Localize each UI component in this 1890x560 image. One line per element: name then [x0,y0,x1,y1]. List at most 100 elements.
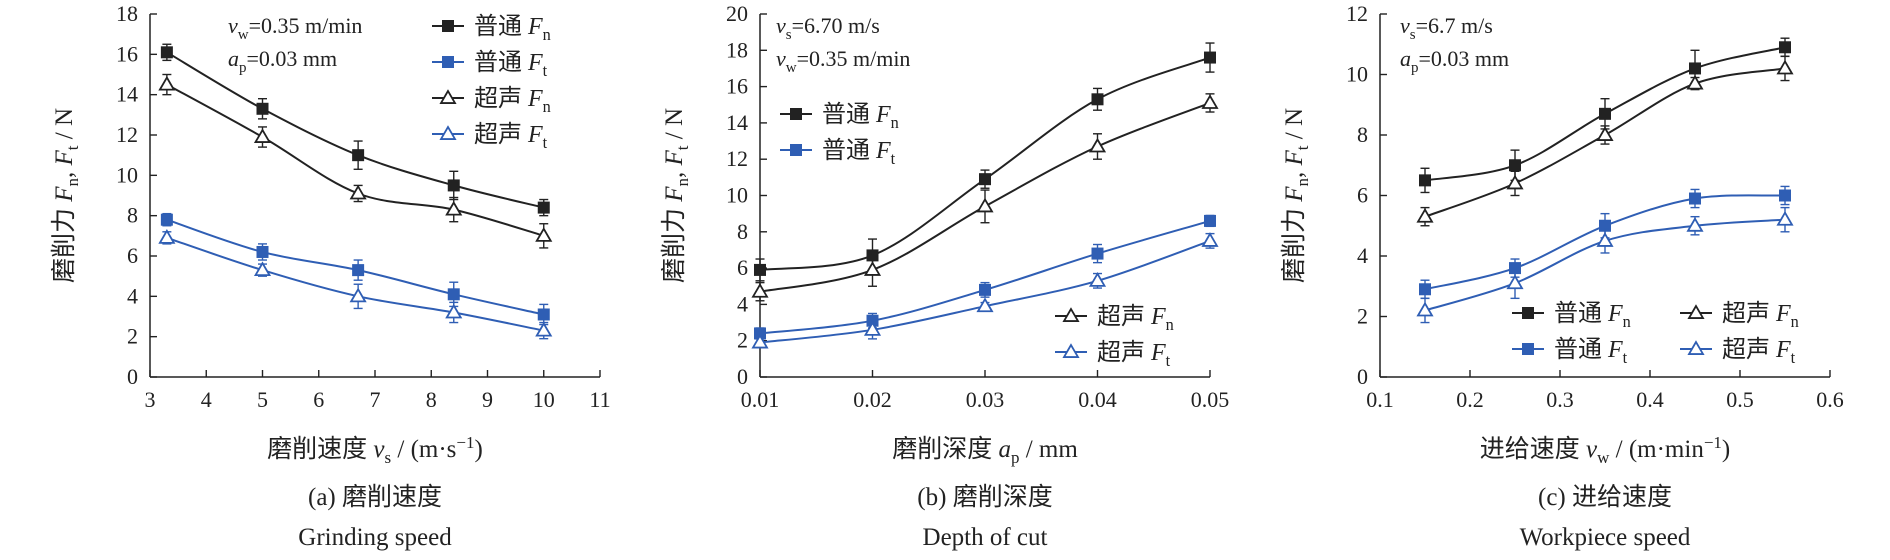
data-point [445,200,463,216]
data-point [1689,62,1701,75]
y-tick-label: 6 [737,255,748,280]
data-point [1088,137,1107,153]
series-2 [1416,55,1794,227]
data-point [754,263,766,276]
legend: 普通 Fn 普通 Ft [1512,300,1631,367]
data-point [1776,59,1794,75]
y-tick-label: 12 [116,122,138,147]
data-point [1686,74,1704,90]
legend-label: 普通 Ft [1554,336,1628,367]
y-tick-label: 20 [726,1,748,26]
y-tick-label: 6 [127,243,138,268]
x-tick-label: 8 [426,387,437,412]
y-tick-label: 8 [127,203,138,228]
condition-annotation: vs=6.70 m/s [776,13,880,43]
data-point [160,213,173,226]
data-point [1204,51,1216,64]
y-tick-label: 8 [737,219,748,244]
y-axis-label: 磨削力 Fn, Ft / N [50,108,82,283]
data-point [1599,107,1611,120]
legend-marker [439,89,457,104]
series-3 [751,232,1219,349]
y-tick-label: 14 [726,110,748,135]
data-point [976,297,994,313]
data-point [447,288,460,301]
data-point [1088,272,1107,287]
data-point [158,75,176,91]
data-point [1506,274,1524,290]
data-point [537,201,550,214]
chart-panel-b: 0 2 4 6 8 10 12 14 16 18 20 0.01 0.02 0.03 0.04 0.05 磨削深… [660,1,1229,551]
x-tick-label: 0.04 [1078,387,1117,412]
data-point [537,308,550,321]
y-tick-label: 0 [127,364,138,389]
panel-caption-en: Grinding speed [298,524,452,551]
data-point [1416,207,1434,223]
data-point [751,333,769,349]
x-tick-label: 4 [201,387,212,412]
data-point [1091,247,1104,260]
y-tick-label: 4 [737,291,748,316]
data-point [256,102,269,115]
series-0 [160,43,550,217]
data-point [1686,216,1704,232]
data-point [1596,126,1614,141]
y-tick-label: 16 [116,41,138,66]
condition-annotation: ap=0.03 mm [1400,46,1509,76]
data-point [1509,159,1521,172]
y-tick-label: 14 [116,82,138,107]
legend-marker [1687,304,1705,319]
series-3 [158,229,553,340]
legend-label: 普通 Ft [822,137,896,168]
data-point [1419,174,1431,187]
legend-label: 超声 Fn [474,85,551,116]
data-point [256,245,269,258]
legend-marker [790,108,802,120]
chart-panel-c: 0 2 4 6 8 10 12 0.1 0.2 0.3 0.4 0.5 0.6 进给速度 vw / (m·… [1280,1,1844,551]
x-axis-label: 进给速度 vw / (m·min−1) [1480,433,1731,467]
data-point [863,261,882,276]
y-tick-label: 18 [116,1,138,26]
y-tick-label: 10 [726,183,748,208]
legend-label: 普通 Ft [474,49,548,80]
series-1 [160,212,550,326]
y-tick-label: 2 [1357,304,1368,329]
legend-marker [1522,343,1534,355]
x-tick-label: 10 [533,387,555,412]
chart-panel-a: 0 2 4 6 8 10 12 14 16 18 3 4 5 6 7 8 9 10 11 磨削速度 vs / (m·s… [50,1,611,551]
x-tick-label: 0.4 [1636,387,1664,412]
x-tick-label: 3 [145,387,156,412]
y-tick-label: 18 [726,37,748,62]
y-axis-label: 磨削力 Fn, Ft / N [1280,108,1312,283]
x-tick-label: 0.03 [966,387,1005,412]
data-point [979,173,991,186]
x-tick-label: 9 [482,387,493,412]
data-point [1689,192,1701,205]
data-point [979,283,991,296]
data-point [1776,210,1794,226]
x-tick-label: 0.2 [1456,387,1484,412]
data-point [445,303,463,319]
data-point [535,321,553,337]
y-tick-label: 2 [737,328,748,353]
panel-caption: (b) 磨削深度 [917,483,1052,511]
y-tick-label: 16 [726,74,748,99]
x-tick-label: 6 [313,387,324,412]
x-tick-label: 0.02 [853,387,892,412]
data-point [1596,232,1614,247]
legend: 超声 Fn 超声 Ft [1680,300,1799,367]
y-tick-label: 4 [127,283,138,308]
x-axis-label: 磨削深度 ap / mm [892,435,1078,467]
legend: 普通 Fn 普通 Ft 超声 Fn 超声 Ft [432,13,551,152]
panel-caption: (c) 进给速度 [1538,483,1672,511]
legend-label: 普通 Fn [822,101,899,132]
data-point [863,321,882,336]
x-tick-label: 0.5 [1726,387,1754,412]
panel-caption-en: Depth of cut [923,524,1048,551]
legend-label: 普通 Fn [474,13,551,44]
legend: 超声 Fn 超声 Ft [1055,303,1174,370]
y-tick-label: 12 [726,146,748,171]
data-point [1201,94,1219,109]
y-tick-label: 10 [1346,62,1368,87]
